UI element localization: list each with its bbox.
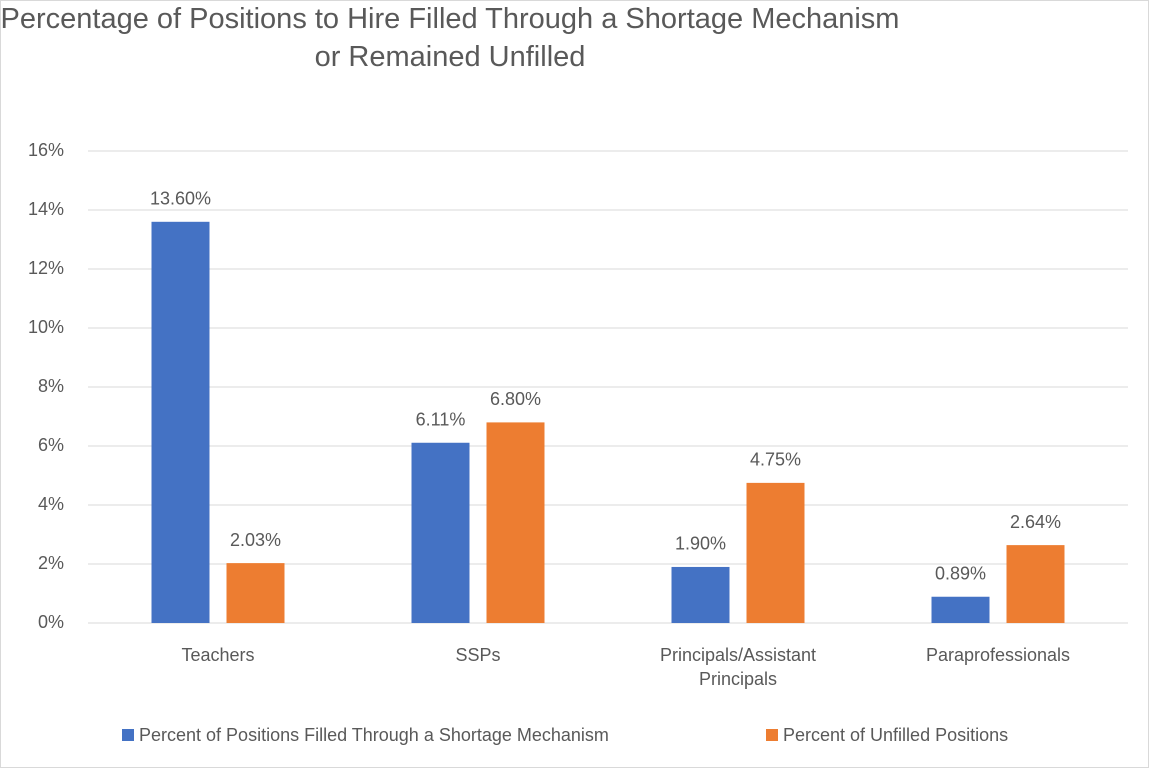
y-tick-label: 14% [28,199,64,219]
x-tick-label: Principals/Assistant Principals [659,645,817,689]
chart-title: Percentage of Positions to Hire Filled T… [0,3,900,73]
legend-label: Percent of Unfilled Positions [783,725,1008,745]
bar [226,563,285,623]
x-tick-label: Paraprofessionals [925,645,1071,665]
y-tick-label: 12% [28,258,64,278]
bar [151,221,210,624]
data-label: 0.89% [935,563,986,583]
bar [1006,545,1065,623]
y-tick-label: 0% [38,612,64,632]
legend-swatch [766,729,778,741]
y-tick-label: 6% [38,435,64,455]
data-label: 13.60% [150,189,211,209]
x-tick-label: SSPs [455,645,501,665]
data-label: 6.11% [416,410,466,430]
bar [411,442,470,623]
x-tick-label: Teachers [181,645,255,665]
bar [746,482,805,623]
bar [671,566,730,623]
y-tick-label: 16% [28,140,64,160]
y-tick-label: 8% [38,376,64,396]
data-label: 2.03% [230,530,281,550]
legend-label: Percent of Positions Filled Through a Sh… [139,725,609,745]
data-label: 4.75% [750,450,801,470]
data-label: 2.64% [1010,512,1061,532]
bar [931,596,990,623]
bar [486,422,545,623]
y-tick-label: 2% [38,553,64,573]
legend-swatch [122,729,134,741]
data-label: 1.90% [675,534,726,554]
y-tick-label: 10% [28,317,64,337]
data-label: 6.80% [490,389,541,409]
y-tick-label: 4% [38,494,64,514]
